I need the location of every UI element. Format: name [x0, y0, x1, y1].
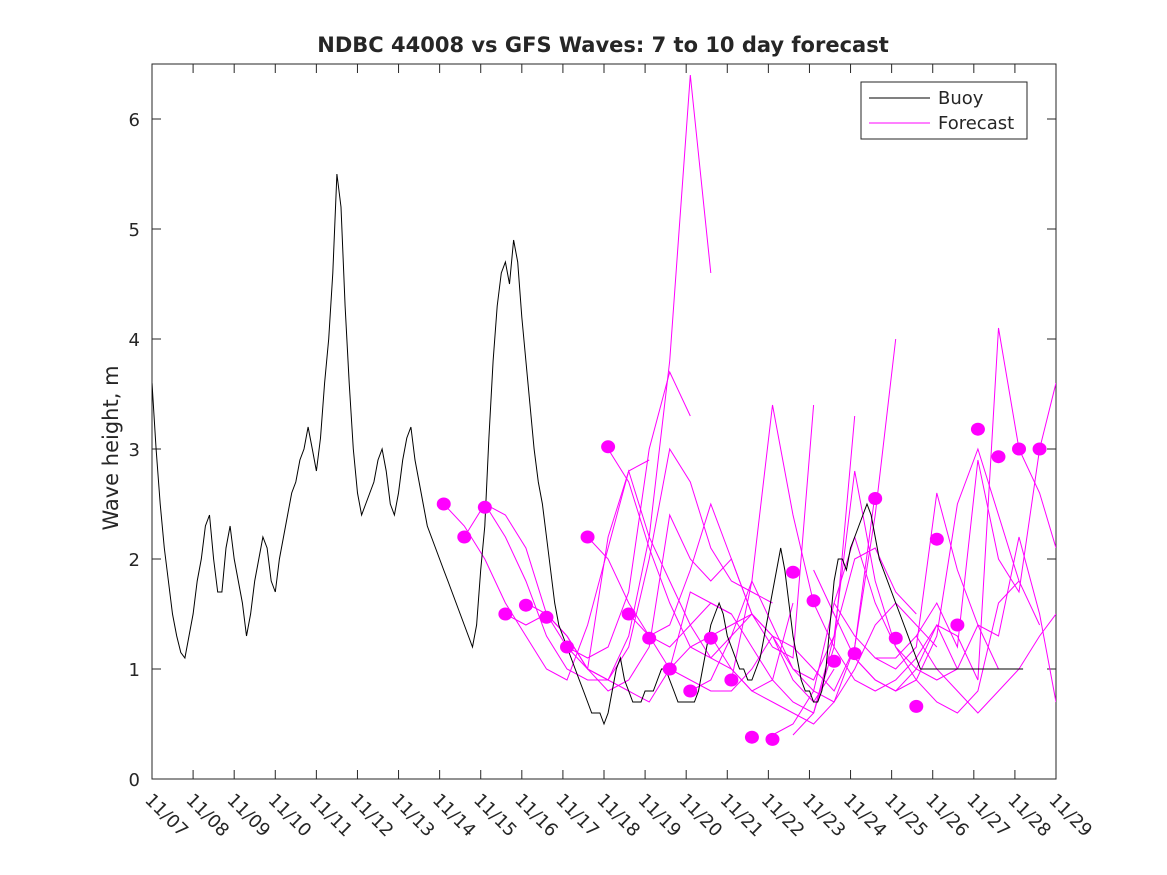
y-tick-label: 6: [129, 110, 140, 131]
forecast-marker: [868, 492, 883, 505]
legend-label-buoy: Buoy: [938, 88, 984, 109]
buoy-line: [152, 173, 1024, 726]
y-tick-label: 5: [129, 220, 140, 241]
forecast-line: [730, 404, 958, 692]
forecast-marker: [888, 631, 903, 645]
forecast-marker: [457, 530, 472, 544]
forecast-marker: [909, 699, 924, 713]
forecast-marker: [642, 631, 657, 645]
forecast-marker: [703, 631, 718, 645]
forecast-marker: [518, 598, 533, 612]
buoy-series: [152, 173, 1024, 726]
forecast-line: [854, 327, 1056, 692]
forecast-line: [915, 613, 1056, 714]
forecast-marker: [498, 607, 513, 621]
axes-box: [151, 63, 1057, 780]
forecast-line: [648, 492, 876, 692]
forecast-marker: [970, 422, 985, 436]
forecast-marker: [929, 532, 944, 546]
forecast-marker: [765, 732, 780, 746]
forecast-line: [874, 492, 1056, 703]
forecast-series: [443, 74, 1056, 736]
forecast-marker: [786, 565, 801, 579]
forecast-marker: [683, 684, 698, 698]
forecast-marker: [991, 450, 1006, 464]
forecast-line: [587, 404, 815, 659]
forecast-marker: [744, 730, 759, 744]
y-tick-label: 3: [129, 440, 140, 461]
legend: Buoy Forecast: [860, 81, 1028, 140]
y-tick-labels: 0 1 2 3 4 5 6: [129, 110, 140, 791]
forecast-marker: [950, 618, 965, 632]
forecast-marker: [847, 647, 862, 661]
forecast-marker: [580, 530, 595, 544]
chart-title: NDBC 44008 vs GFS Waves: 7 to 10 day for…: [317, 33, 888, 57]
legend-box: [860, 81, 1028, 140]
forecast-marker: [662, 662, 677, 676]
y-tick-label: 4: [129, 330, 140, 351]
forecast-line: [833, 382, 1056, 659]
forecast-line: [607, 448, 835, 703]
forecast-markers: [436, 422, 1047, 746]
forecast-marker: [560, 640, 575, 654]
y-tick-label: 1: [129, 660, 140, 681]
forecast-marker: [1032, 442, 1047, 456]
y-tick-label: 0: [129, 770, 140, 791]
legend-label-forecast: Forecast: [938, 113, 1014, 134]
y-axis-label: Wave height, m: [99, 365, 123, 530]
forecast-line: [772, 535, 999, 736]
forecast-marker: [621, 607, 636, 621]
forecast-marker: [1012, 442, 1027, 456]
forecast-marker: [724, 673, 739, 687]
forecast-marker: [436, 497, 451, 511]
forecast-line: [792, 470, 1020, 736]
forecast-line: [546, 447, 773, 681]
forecast-line: [443, 459, 650, 681]
forecast-line: [710, 602, 938, 725]
forecast-marker: [477, 500, 492, 514]
plot-area: [151, 63, 1057, 780]
forecast-marker: [601, 440, 616, 454]
forecast-marker: [827, 654, 842, 668]
forecast-marker: [806, 594, 821, 608]
forecast-marker: [539, 610, 554, 624]
y-tick-label: 2: [129, 550, 140, 571]
forecast-line: [566, 469, 794, 692]
